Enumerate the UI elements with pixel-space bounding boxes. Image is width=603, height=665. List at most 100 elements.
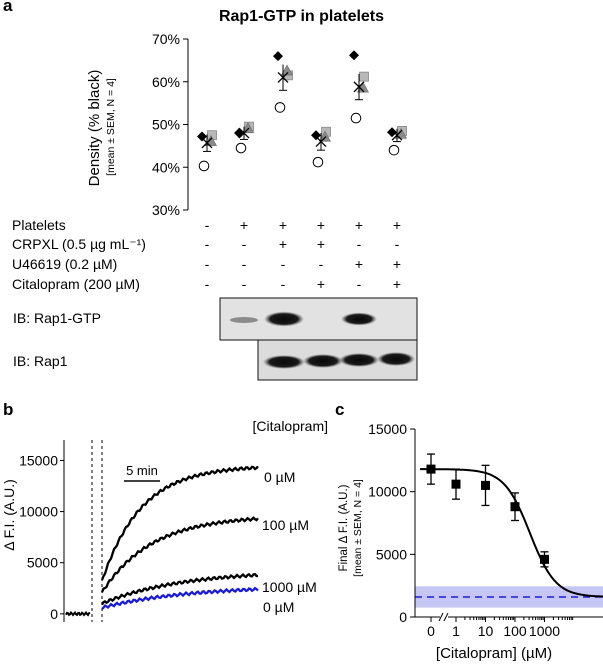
- panel-c-x-tick-label: 10: [478, 623, 494, 639]
- trace-line: [100, 516, 259, 593]
- panel-a-point-triangle: [280, 64, 294, 76]
- panel-a-y-axis: 30% 40% 50% 60% 70%: [152, 31, 189, 218]
- condition-sign: +: [316, 236, 326, 252]
- condition-label: CRPXL (0.5 µg mL⁻¹): [12, 236, 146, 252]
- panel-a-scatter: 30% 40% 50% 60% 70% Density (% black) [mean …: [86, 31, 408, 218]
- panel-c-point: [426, 464, 436, 474]
- condition-sign: +: [316, 276, 326, 292]
- panel-c-xlabel: [Citalopram] (µM): [436, 645, 552, 662]
- panel-c-point: [540, 554, 549, 564]
- condition-sign: +: [316, 217, 326, 233]
- panel-c-point: [481, 480, 490, 490]
- panel-c-y-tick-label: 0: [399, 609, 407, 625]
- condition-sign: -: [394, 236, 400, 252]
- panel-a-ylabel: Density (% black): [86, 70, 103, 187]
- panel-c-y-tick-label: 10000: [368, 484, 407, 500]
- panel-b-y-axis: 0 5000 10000 15000: [19, 440, 103, 622]
- condition-sign: +: [392, 276, 402, 292]
- panel-b-letter: b: [3, 400, 14, 419]
- condition-label: Citalopram (200 µM): [12, 276, 140, 292]
- panel-b-trace-lines: [65, 465, 259, 617]
- panel-b-y-tick-label: 5000: [27, 555, 58, 571]
- panel-a-point-circle: [388, 144, 400, 156]
- condition-sign: +: [354, 217, 364, 233]
- panel-a-point-diamond: [311, 130, 321, 141]
- panel-a-ylabel-sub: [mean ± SEM, N = 4]: [105, 78, 117, 176]
- blot-label-rap1-gtp: IB: Rap1-GTP: [13, 310, 101, 326]
- trace-line: [101, 572, 259, 606]
- condition-sign: -: [241, 236, 247, 252]
- condition-sign: +: [278, 217, 288, 233]
- panel-b-y-tick-label: 0: [50, 606, 58, 622]
- band-rap1-gtp-5: [341, 312, 377, 326]
- baseline-band: [415, 586, 603, 608]
- condition-sign: -: [204, 276, 210, 292]
- trace-line: [100, 465, 259, 581]
- condition-sign: +: [392, 217, 402, 233]
- panel-a-point-triangle: [241, 122, 255, 134]
- panel-a-points: [197, 50, 408, 172]
- panel-a-point-square: [359, 71, 369, 82]
- band-rap1-3: [263, 355, 305, 369]
- blot-label-rap1: IB: Rap1: [13, 353, 68, 369]
- condition-sign: -: [241, 256, 247, 272]
- condition-sign: -: [280, 256, 286, 272]
- condition-sign: +: [354, 256, 364, 272]
- panel-a-y-tick-label: 50%: [152, 117, 180, 133]
- panel-c-letter: c: [335, 400, 345, 419]
- panel-c-dose-response: 0 5000 10000 15000 0 1 10 100 1000 Final Δ F.I. …: [338, 421, 603, 662]
- condition-sign: +: [392, 256, 402, 272]
- scale-bar-label: 5 min: [126, 463, 158, 478]
- condition-label: U46619 (0.2 µM): [12, 256, 118, 272]
- panel-c-plot: 0 5000 10000 15000 0 1 10 100 1000: [368, 421, 603, 639]
- axis-break: [443, 612, 449, 622]
- panel-c-x-tick-label: 0: [427, 623, 435, 639]
- band-rap1-6: [377, 352, 415, 366]
- panel-a-y-tick-label: 70%: [152, 31, 180, 47]
- band-rap1-gtp-3: [264, 311, 304, 327]
- panel-b-traces: 0 5000 10000 15000 Δ F.I. (A.U.) [Citalopra…: [1, 418, 328, 622]
- condition-sign: -: [204, 236, 210, 252]
- condition-label: Platelets: [12, 217, 66, 233]
- panel-c-ylabel: Final Δ F.I. (A.U.): [338, 484, 350, 571]
- panel-a-point-circle: [198, 160, 210, 172]
- panel-b-y-tick-label: 15000: [19, 452, 58, 468]
- condition-sign: -: [356, 236, 362, 252]
- panel-a-point-diamond: [387, 127, 397, 138]
- trace-label-0uM-blue: 0 µM: [263, 599, 294, 615]
- panel-a-point-diamond: [349, 50, 359, 61]
- panel-a-point-circle: [350, 112, 362, 124]
- panel-c-x-tick-label: 1: [452, 623, 460, 639]
- panel-c-x-tick-label: 100: [503, 623, 527, 639]
- panel-a-point-circle: [235, 142, 247, 154]
- panel-b-legend-title: [Citalopram]: [253, 418, 328, 434]
- panel-a-point-triangle: [318, 130, 332, 142]
- baseline-trace: [65, 610, 91, 617]
- panel-a-point-diamond: [273, 51, 283, 62]
- condition-sign: -: [204, 217, 210, 233]
- western-blots: [219, 297, 418, 381]
- condition-sign: +: [239, 217, 249, 233]
- panel-c-x-tick-label: 1000: [529, 623, 560, 639]
- trace-label-1000uM: 1000 µM: [262, 579, 317, 595]
- band-rap1-5: [339, 353, 379, 367]
- condition-sign: -: [318, 256, 324, 272]
- band-rap1-4: [303, 354, 343, 368]
- axis-break: [438, 612, 444, 622]
- panel-b-y-tick-label: 10000: [19, 504, 58, 520]
- panel-c-y-tick-label: 15000: [368, 421, 407, 437]
- condition-sign: +: [278, 236, 288, 252]
- panel-c-ylabel-sub: [mean ± SEM, N = 4]: [352, 479, 364, 577]
- fit-curve: [420, 468, 603, 598]
- panel-c-point: [510, 502, 520, 512]
- panel-a-point-triangle: [204, 134, 218, 146]
- panel-c-point: [451, 479, 461, 489]
- panel-a-point-diamond: [197, 131, 207, 142]
- panel-c-y-tick-label: 5000: [376, 546, 407, 562]
- panel-b-ylabel: Δ F.I. (A.U.): [1, 479, 17, 551]
- panel-a-point-circle: [312, 156, 324, 168]
- trace-line: [101, 586, 259, 610]
- condition-sign: -: [241, 276, 247, 292]
- condition-sign: -: [280, 276, 286, 292]
- condition-sign: -: [204, 256, 210, 272]
